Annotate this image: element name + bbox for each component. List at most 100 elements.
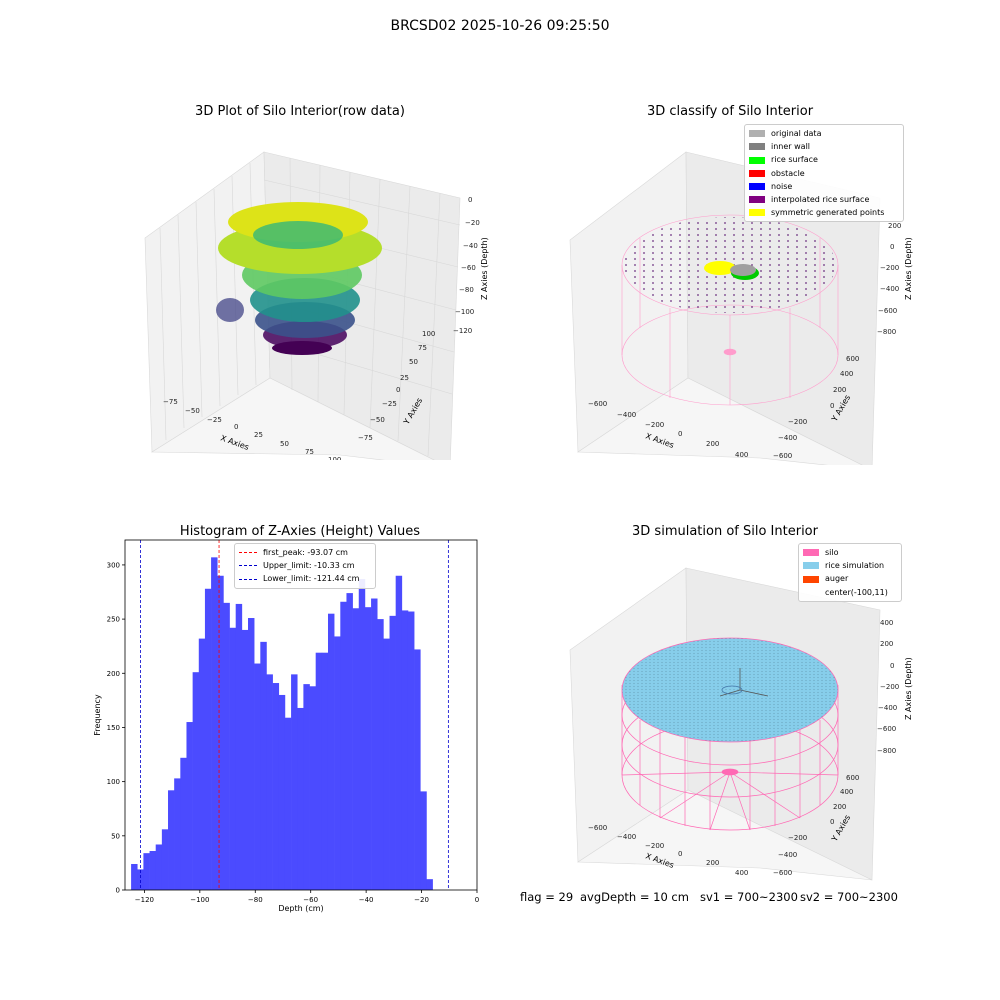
histogram-xtick-label: −120 [135, 896, 154, 904]
sim-ytick: −600 [773, 869, 792, 877]
sim-xtick: −400 [617, 833, 636, 841]
histogram-bar [364, 607, 372, 890]
classify-legend-item: original data [749, 127, 899, 140]
classify-zlabel: Z Axies (Depth) [904, 237, 913, 300]
sim-ztick: −400 [878, 704, 897, 712]
histogram-bar [161, 829, 169, 890]
histogram-xtick-label: −80 [248, 896, 263, 904]
raw-xtick: −75 [163, 398, 178, 406]
classify-ztick: 0 [890, 243, 894, 251]
histogram-bar [414, 649, 421, 890]
classify-ytick: −200 [788, 418, 807, 426]
histogram-bar [155, 844, 163, 890]
raw-ztick: −20 [465, 219, 480, 227]
histogram-bar [383, 638, 390, 890]
histogram-bar [327, 613, 335, 890]
raw-ztick: −60 [461, 264, 476, 272]
simulation-legend-label: rice simulation [825, 561, 885, 571]
avg-depth-text: avgDepth = 10 cm [580, 890, 689, 904]
histogram-bar [278, 694, 286, 890]
histogram-legend-label: first_peak: -93.07 cm [263, 548, 348, 557]
raw-xtick: 25 [254, 431, 263, 439]
classify-xtick: −400 [617, 411, 636, 419]
histogram-bar [315, 652, 323, 890]
sim-ytick: −200 [788, 834, 807, 842]
histogram-bar [254, 663, 261, 890]
classify-legend-swatch [749, 156, 765, 164]
classify-ztick: −800 [877, 328, 896, 336]
histogram-ytick-label: 150 [107, 724, 120, 732]
sv2-text: sv2 = 700~2300 [800, 890, 898, 904]
raw-3d-plot: −75 −50 −25 0 25 50 75 100 −75 −50 −25 0… [144, 151, 489, 460]
classify-ytick: −600 [773, 452, 792, 460]
flag-text: flag = 29 [520, 890, 574, 904]
histogram-legend-swatch [239, 565, 257, 567]
histogram-bar [407, 611, 415, 890]
histogram-bar [248, 618, 255, 890]
histogram-bar [346, 593, 353, 890]
histogram-bar [395, 575, 403, 890]
classify-legend-item: noise [749, 180, 899, 193]
raw-xtick: 50 [280, 440, 289, 448]
simulation-legend-label: silo [825, 548, 839, 557]
histogram-bar [223, 602, 230, 890]
histogram-ylabel: Frequency [93, 694, 102, 736]
histogram-xtick-label: 0 [475, 896, 479, 904]
sim-ytick: −400 [778, 851, 797, 859]
sim-xtick: −600 [588, 824, 607, 832]
histogram-legend-swatch [239, 552, 257, 554]
simulation-legend-item: center(-100,11) [803, 586, 897, 599]
raw-point-cloud [216, 202, 382, 355]
histogram-bar [235, 603, 243, 890]
histogram-title: Histogram of Z-Axies (Height) Values [179, 524, 421, 539]
histogram-ytick-label: 50 [111, 832, 120, 840]
histogram-bar [174, 778, 181, 890]
simulation-legend-swatch [803, 549, 819, 557]
histogram-bar [198, 638, 206, 890]
classify-legend-label: symmetric generated points [771, 208, 885, 218]
raw-ytick: −75 [358, 434, 373, 442]
silo-cylinder [621, 214, 839, 406]
classify-ytick: −400 [778, 434, 797, 442]
classify-legend-swatch [749, 182, 765, 190]
raw-ytick: 50 [409, 358, 418, 366]
histogram-bar [204, 588, 212, 890]
histogram-bar [137, 869, 144, 890]
classify-legend-swatch [749, 169, 765, 177]
classify-legend-label: rice surface [771, 155, 818, 165]
classify-ytick: 0 [830, 402, 834, 410]
classify-legend-item: obstacle [749, 167, 899, 180]
sim-ztick: −800 [877, 747, 896, 755]
histogram-ytick-label: 0 [116, 887, 120, 895]
sim-ztick: 400 [880, 619, 893, 627]
histogram-legend-item: first_peak: -93.07 cm [239, 546, 371, 559]
histogram-bar [371, 598, 378, 890]
sv1-text: sv1 = 700~2300 [700, 890, 798, 904]
histogram-legend-item: Upper_limit: -10.33 cm [239, 559, 371, 572]
classify-legend-label: original data [771, 129, 822, 138]
histogram-bar [229, 627, 236, 890]
figure-suptitle: BRCSD02 2025-10-26 09:25:50 [390, 18, 610, 34]
raw-ytick: 25 [400, 374, 409, 382]
raw-ytick: 100 [422, 330, 435, 338]
histogram-bar [352, 608, 360, 890]
raw-zlabel: Z Axies (Depth) [480, 237, 489, 300]
histogram-xlabel: Depth (cm) [278, 904, 323, 913]
simulation-legend-swatch [803, 575, 819, 583]
histogram-xtick-label: −40 [359, 896, 374, 904]
histogram-legend-label: Upper_limit: -10.33 cm [263, 561, 355, 571]
histogram-bar [131, 863, 138, 890]
raw-xtick: 100 [328, 456, 341, 460]
histogram-legend: first_peak: -93.07 cm Upper_limit: -10.33… [234, 543, 376, 589]
histogram-ytick-label: 100 [107, 778, 120, 786]
classify-legend-label: inner wall [771, 142, 811, 152]
histogram-xtick-label: −60 [303, 896, 318, 904]
histogram-ytick-label: 250 [107, 616, 120, 624]
raw-xtick: 75 [305, 448, 314, 456]
histogram-bar [426, 879, 433, 890]
classify-legend-item: symmetric generated points [749, 206, 899, 219]
classify-legend-item: rice surface [749, 153, 899, 166]
histogram-bar [297, 707, 304, 890]
simulation-legend-label: auger [825, 574, 849, 584]
sim-ytick: 200 [833, 803, 846, 811]
